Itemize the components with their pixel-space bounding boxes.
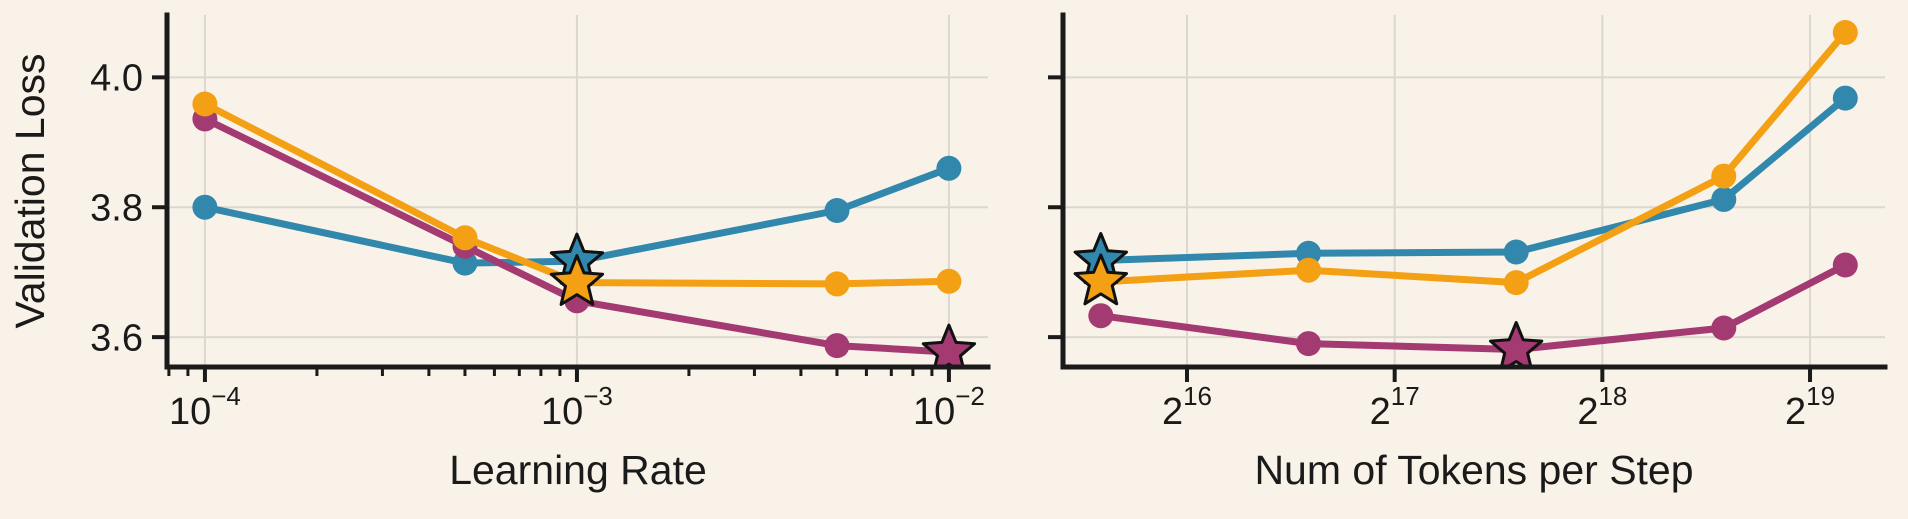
series-layer bbox=[192, 91, 977, 367]
series-magenta-star-marker bbox=[921, 323, 977, 367]
series-blue-point bbox=[192, 194, 218, 220]
series-blue-point bbox=[936, 155, 962, 181]
axis-spines bbox=[164, 12, 991, 370]
x-tick-label: 10−3 bbox=[541, 381, 613, 433]
x-tick-label: 218 bbox=[1577, 381, 1627, 433]
y-tick-label: 3.6 bbox=[90, 317, 143, 359]
series-orange-point bbox=[824, 271, 850, 297]
series-orange-line bbox=[1097, 29, 1849, 287]
y-tick-label: 3.8 bbox=[90, 188, 143, 230]
series-blue-point bbox=[1711, 186, 1737, 212]
x-tick-label: 10−4 bbox=[169, 381, 241, 433]
series-magenta-point bbox=[1832, 252, 1858, 278]
series-blue-point bbox=[1832, 85, 1858, 111]
series-orange-point bbox=[452, 225, 478, 251]
series-blue-point bbox=[824, 198, 850, 223]
series-magenta-point bbox=[1296, 331, 1321, 357]
series-magenta-point bbox=[824, 333, 850, 359]
gridlines bbox=[1063, 15, 1885, 367]
series-orange-star-marker bbox=[1073, 253, 1128, 306]
series-orange-star-marker bbox=[549, 254, 605, 306]
series-orange-point bbox=[192, 91, 218, 117]
series-orange-point bbox=[1503, 270, 1529, 296]
series-orange-point bbox=[1296, 257, 1321, 283]
series-magenta-point bbox=[1711, 315, 1737, 341]
y-axis-label: Validation Loss bbox=[7, 53, 53, 328]
x-tick-label: 216 bbox=[1162, 381, 1212, 433]
left-x-axis-label: Learning Rate bbox=[449, 447, 707, 493]
right-x-axis-label: Num of Tokens per Step bbox=[1254, 447, 1693, 493]
series-orange-point bbox=[936, 268, 962, 294]
gridlines bbox=[167, 15, 988, 367]
series-orange-point bbox=[1711, 163, 1737, 189]
series-orange-point bbox=[1832, 20, 1858, 45]
series-layer bbox=[1073, 20, 1858, 367]
y-tick-label: 4.0 bbox=[90, 58, 143, 100]
left-plot: 10−4 10−3 10−2 3.6 3.8 4.0 bbox=[90, 12, 991, 433]
axis-spines bbox=[1060, 12, 1888, 370]
series-blue-point bbox=[1503, 239, 1529, 265]
x-tick-label: 10−2 bbox=[913, 381, 985, 433]
series-magenta-point bbox=[1088, 303, 1114, 329]
series-magenta-star-marker bbox=[1489, 321, 1544, 367]
x-tick-label: 219 bbox=[1785, 381, 1835, 433]
x-tick-label: 217 bbox=[1370, 381, 1420, 433]
right-plot: 216 217 218 219 bbox=[1048, 12, 1888, 433]
